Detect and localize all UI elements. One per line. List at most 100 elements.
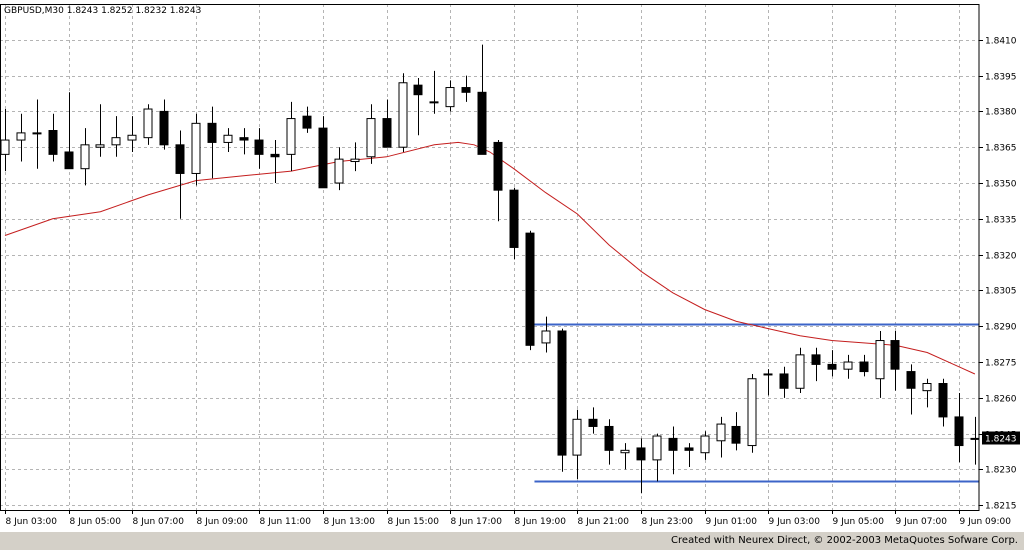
- candle-body: [716, 423, 726, 442]
- credit-text: Created with Neurex Direct, © 2002-2003 …: [671, 535, 1018, 546]
- candle: [747, 373, 757, 453]
- candle: [779, 366, 789, 398]
- candle-body: [572, 418, 582, 456]
- candle-body: [795, 354, 805, 389]
- candle-body: [588, 418, 598, 427]
- candle-body: [970, 437, 980, 440]
- candle: [175, 130, 185, 219]
- candle: [223, 128, 233, 152]
- candle: [859, 354, 869, 377]
- candle-body: [779, 373, 789, 389]
- y-tick-label: 1.8335: [985, 216, 1017, 226]
- candle-body: [0, 139, 10, 155]
- candle: [525, 230, 535, 351]
- candle-body: [843, 361, 853, 370]
- candle: [811, 347, 821, 382]
- y-tick-label: 1.8290: [985, 323, 1017, 333]
- candle: [191, 113, 201, 186]
- candle: [509, 187, 519, 260]
- candle-body: [668, 437, 678, 451]
- candle-body: [64, 151, 74, 170]
- candle-body: [413, 84, 423, 96]
- candle-body: [366, 118, 376, 158]
- candle-body: [159, 110, 169, 146]
- candle-body: [509, 189, 519, 248]
- y-tick-label: 1.8215: [985, 502, 1017, 512]
- x-tick-label: 9 Jun 05:00: [833, 517, 885, 527]
- y-tick-label: 1.8230: [985, 466, 1017, 476]
- candle: [0, 109, 10, 172]
- y-tick-label: 1.8320: [985, 252, 1017, 262]
- candle-body: [127, 134, 137, 141]
- candle: [16, 113, 26, 162]
- x-tick-label: 8 Jun 11:00: [260, 517, 312, 527]
- candle: [954, 393, 964, 463]
- candle-body: [811, 354, 821, 365]
- moving-average-line: [4, 141, 976, 375]
- candle-body: [541, 330, 551, 344]
- chart-frame: [0, 4, 980, 511]
- candle-body: [95, 144, 105, 148]
- candle: [604, 419, 614, 465]
- candle: [334, 147, 344, 191]
- y-tick-label: 1.8365: [985, 144, 1017, 154]
- candle: [429, 70, 439, 114]
- candle-body: [747, 378, 757, 447]
- x-tick-label: 8 Jun 05:00: [70, 517, 122, 527]
- candle-body: [906, 371, 916, 389]
- candle: [239, 128, 249, 155]
- x-tick-label: 9 Jun 07:00: [896, 517, 948, 527]
- candle: [652, 433, 662, 482]
- candle-body: [429, 101, 439, 104]
- candle: [922, 378, 932, 408]
- candle-body: [875, 340, 885, 380]
- level-lines: [0, 323, 979, 483]
- candle: [111, 116, 121, 157]
- candle-body: [684, 447, 694, 451]
- y-tick-label: 1.8305: [985, 287, 1017, 297]
- candle: [207, 106, 217, 179]
- candle-body: [350, 158, 360, 163]
- x-tick-label: 8 Jun 17:00: [451, 517, 503, 527]
- candle: [572, 409, 582, 479]
- x-tick-label: 9 Jun 09:00: [960, 517, 1012, 527]
- candle-body: [636, 447, 646, 461]
- candle: [413, 77, 423, 136]
- x-axis: 8 Jun 03:00 8 Jun 05:00 8 Jun 07:00 8 Jun 0…: [5, 510, 1012, 527]
- candle: [461, 75, 471, 102]
- y-tick-label: 1.8380: [985, 108, 1017, 118]
- y-tick-label: 1.8260: [985, 395, 1017, 405]
- candle: [716, 416, 726, 458]
- candle: [875, 330, 885, 398]
- candle-body: [223, 134, 233, 143]
- candle-body: [620, 449, 630, 454]
- x-tick-label: 8 Jun 07:00: [133, 517, 185, 527]
- x-tick-label: 8 Jun 09:00: [197, 517, 249, 527]
- candle-body: [191, 122, 201, 174]
- candle: [636, 438, 646, 494]
- candle-body: [286, 118, 296, 155]
- status-bar: Created with Neurex Direct, © 2002-2003 …: [0, 532, 1024, 550]
- x-tick-label: 8 Jun 23:00: [642, 517, 694, 527]
- candle-body: [525, 232, 535, 346]
- candle-body: [477, 91, 487, 155]
- candle: [48, 113, 58, 162]
- candle: [80, 128, 90, 186]
- candle-body: [938, 383, 948, 418]
- x-tick-label: 8 Jun 21:00: [578, 517, 630, 527]
- candle: [827, 350, 837, 377]
- candle-body: [731, 425, 741, 444]
- candle: [557, 328, 567, 472]
- candle-body: [604, 425, 614, 451]
- candle-body: [493, 141, 503, 191]
- candle: [588, 407, 598, 434]
- candle-body: [652, 435, 662, 461]
- candle-body: [827, 363, 837, 370]
- current-price-badge: 1.8243: [982, 431, 1020, 445]
- candle-body: [111, 137, 121, 146]
- candle: [398, 73, 408, 152]
- candle: [477, 44, 487, 155]
- candle: [159, 99, 169, 150]
- candle-body: [48, 130, 58, 155]
- candle: [366, 104, 376, 164]
